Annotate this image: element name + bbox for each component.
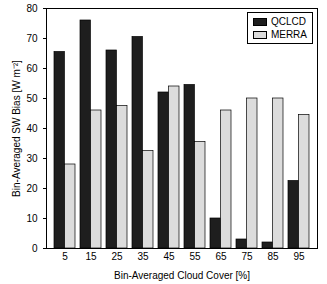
svg-text:35: 35: [137, 251, 149, 262]
html-text:MERRA: MERRA: [270, 29, 307, 40]
svg-text:95: 95: [293, 251, 305, 262]
svg-text:80: 80: [26, 3, 38, 14]
svg-text:70: 70: [26, 33, 38, 44]
svg-text:0: 0: [32, 243, 38, 254]
svg-text:10: 10: [26, 213, 38, 224]
svg-text:75: 75: [241, 251, 253, 262]
svg-text:30: 30: [26, 153, 38, 164]
svg-text:Bin-Averaged SW Bias [W m⁻²]: Bin-Averaged SW Bias [W m⁻²]: [11, 60, 22, 197]
svg-text:40: 40: [26, 123, 38, 134]
svg-text:60: 60: [26, 63, 38, 74]
svg-text:85: 85: [267, 251, 279, 262]
svg-text:45: 45: [163, 251, 175, 262]
svg-text:65: 65: [215, 251, 227, 262]
svg-text:20: 20: [26, 183, 38, 194]
svg-text:5: 5: [62, 251, 68, 262]
svg-text:25: 25: [111, 251, 123, 262]
svg-text:50: 50: [26, 93, 38, 104]
svg-text:15: 15: [85, 251, 97, 262]
html-text:QCLCD: QCLCD: [270, 16, 306, 27]
svg-text:Bin-Averaged Cloud Cover [%]: Bin-Averaged Cloud Cover [%]: [114, 270, 250, 281]
svg-text:55: 55: [189, 251, 201, 262]
